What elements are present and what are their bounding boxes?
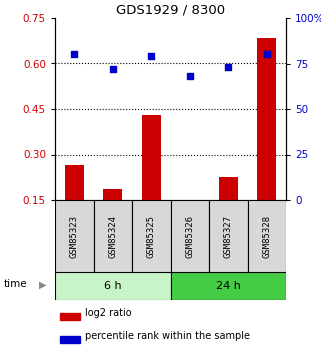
Title: GDS1929 / 8300: GDS1929 / 8300: [116, 4, 225, 17]
Point: [187, 73, 192, 79]
Text: GSM85326: GSM85326: [185, 215, 194, 257]
Bar: [60, 336, 80, 343]
Bar: [65, 165, 84, 200]
Bar: [93, 200, 132, 272]
Point: [149, 53, 154, 59]
Text: percentile rank within the sample: percentile rank within the sample: [85, 331, 250, 341]
Text: 6 h: 6 h: [104, 281, 122, 291]
Bar: [55, 272, 170, 300]
Point: [264, 52, 269, 57]
Bar: [103, 189, 122, 200]
Text: GSM85323: GSM85323: [70, 215, 79, 257]
Text: log2 ratio: log2 ratio: [85, 308, 132, 318]
Point: [110, 66, 115, 72]
Bar: [209, 200, 247, 272]
Bar: [170, 200, 209, 272]
Bar: [170, 272, 286, 300]
Bar: [142, 115, 161, 200]
Point: [72, 52, 77, 57]
Bar: [257, 38, 276, 200]
Text: GSM85327: GSM85327: [224, 215, 233, 257]
Text: GSM85324: GSM85324: [108, 215, 117, 257]
Bar: [55, 200, 93, 272]
Text: 24 h: 24 h: [216, 281, 241, 291]
Bar: [180, 200, 199, 206]
Text: GSM85325: GSM85325: [147, 215, 156, 257]
Text: time: time: [3, 279, 27, 289]
Bar: [247, 200, 286, 272]
Text: GSM85328: GSM85328: [262, 215, 271, 257]
Bar: [219, 177, 238, 200]
Point: [226, 65, 231, 70]
Bar: [60, 314, 80, 320]
Text: ▶: ▶: [39, 279, 46, 289]
Bar: [132, 200, 170, 272]
